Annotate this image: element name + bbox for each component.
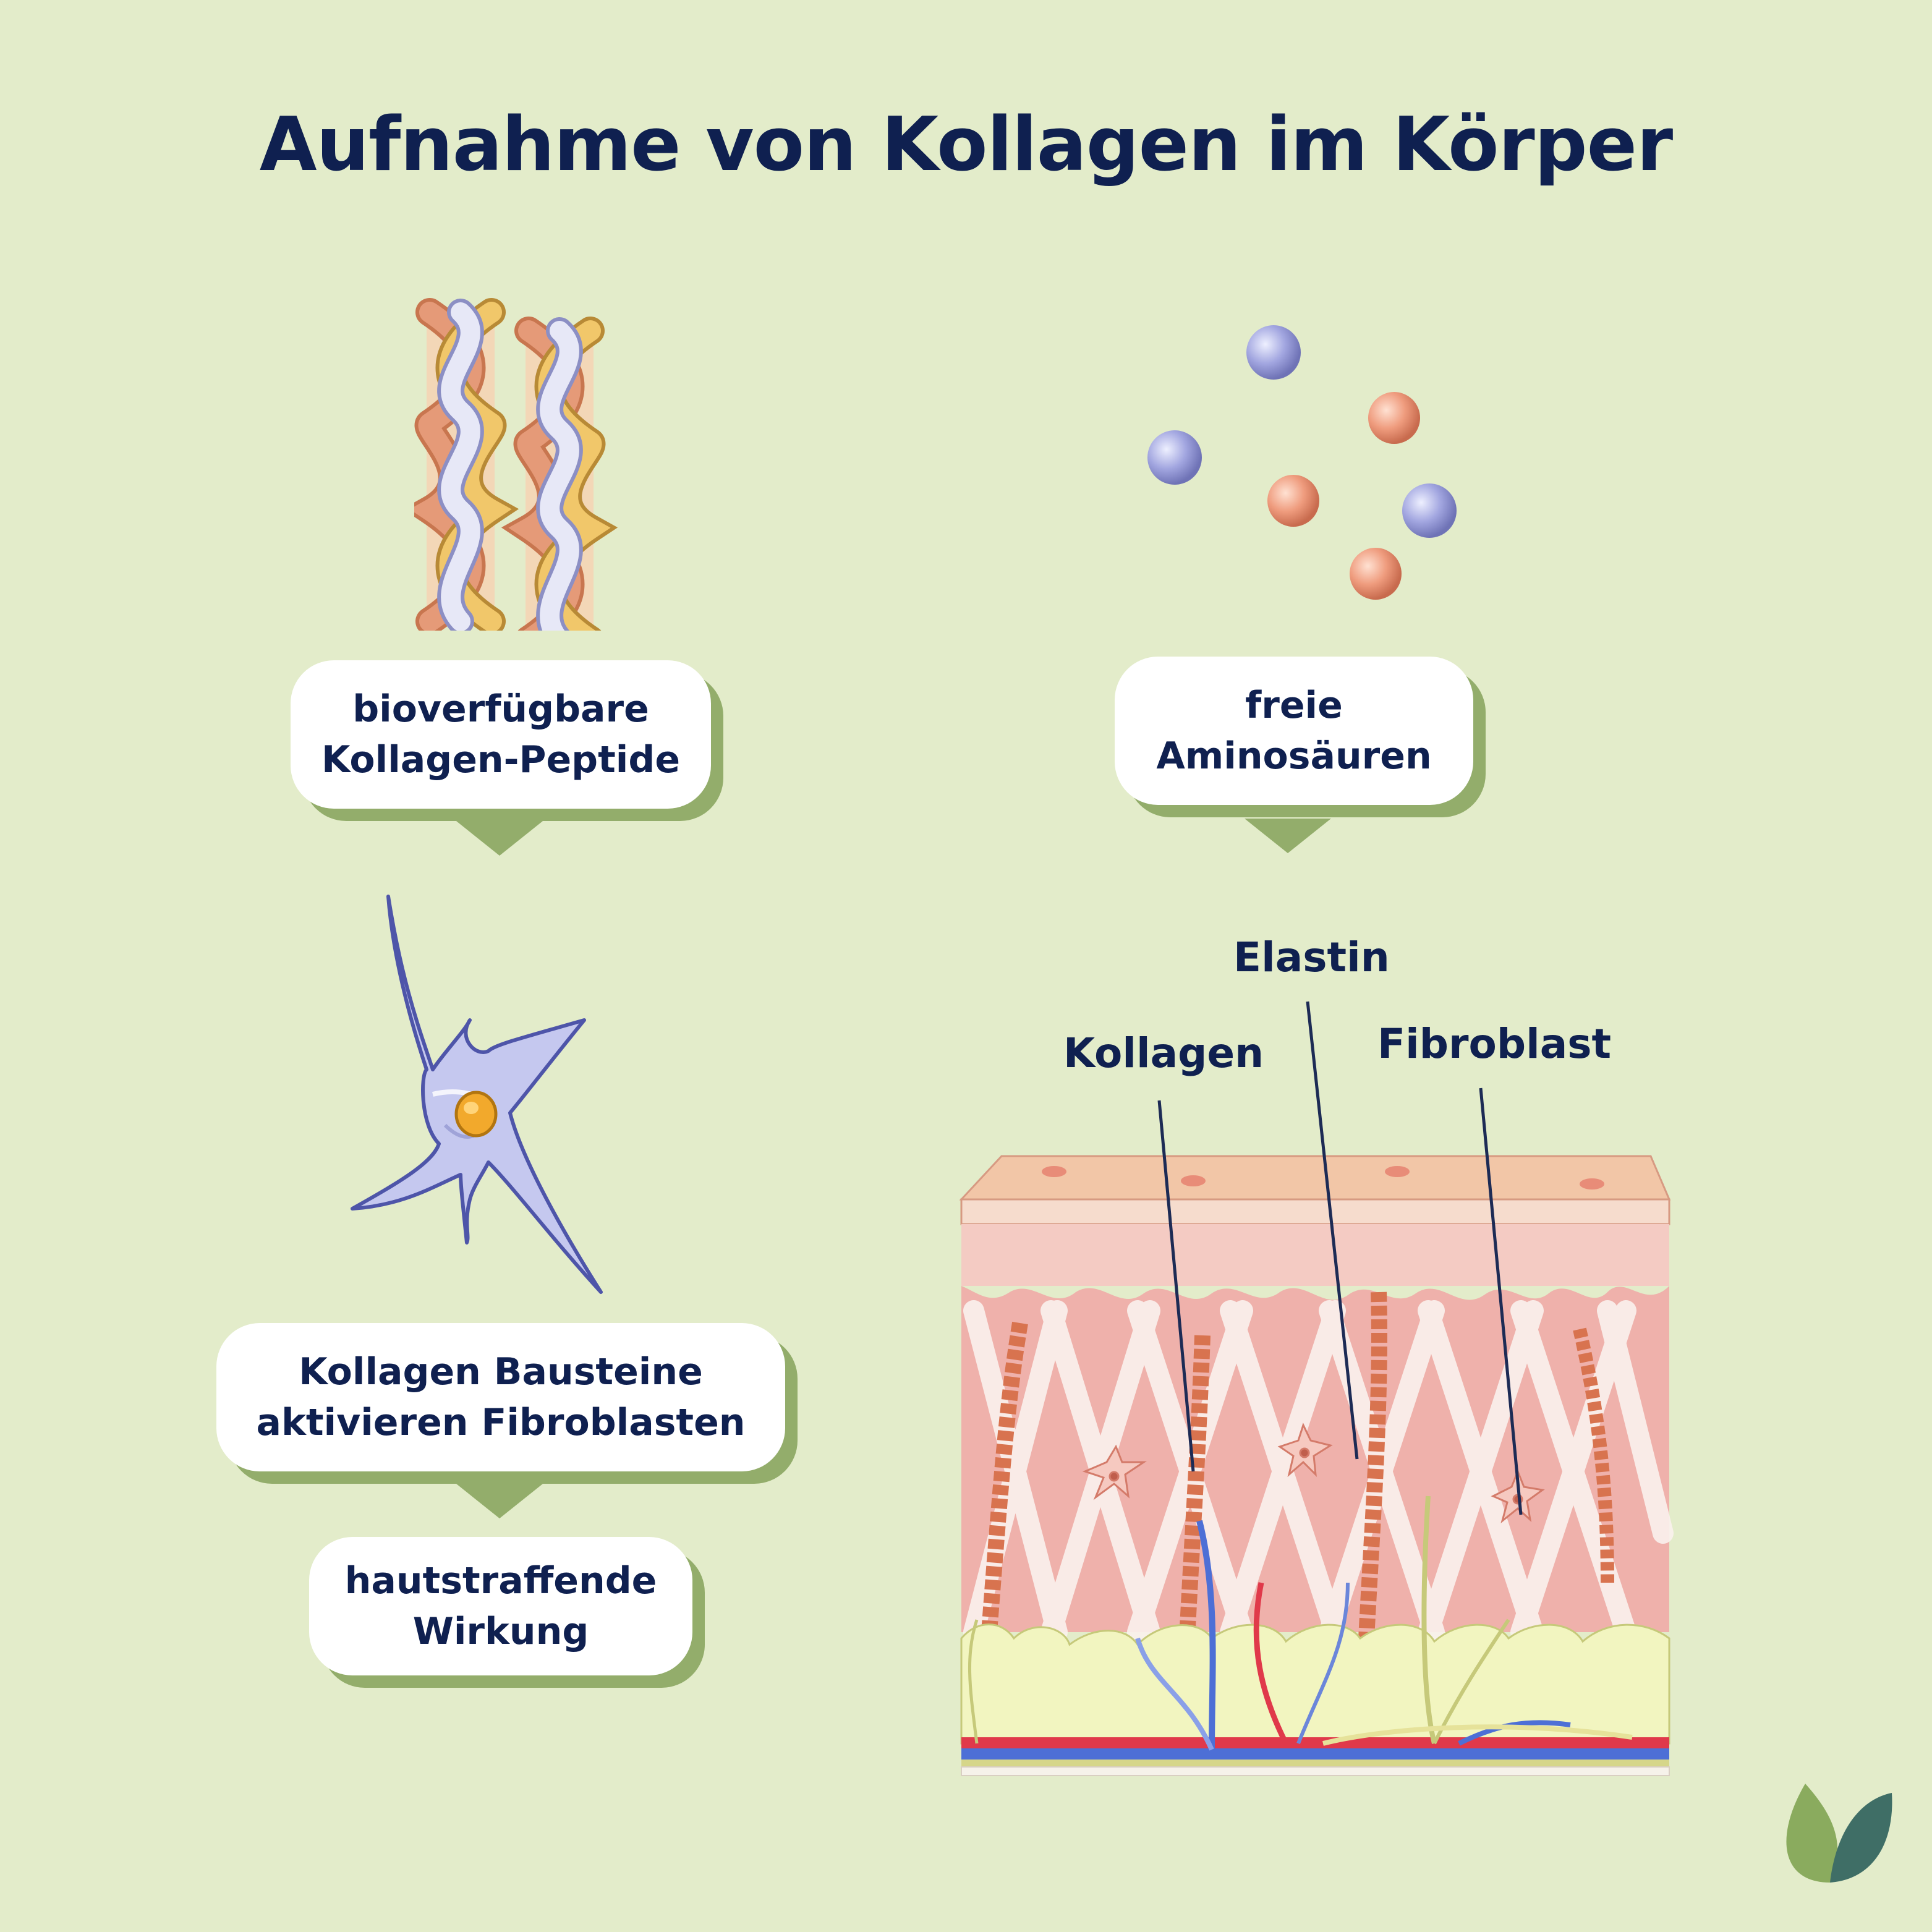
elastin-strand (981, 1321, 1028, 1633)
label-collagen: Kollagen (1063, 1029, 1264, 1077)
amino-sphere (1402, 483, 1457, 538)
amino-sphere (1368, 392, 1420, 444)
page-title: Aufnahme von Kollagen im Körper (259, 102, 1673, 188)
fibroblast-cell-illustration (351, 895, 603, 1294)
label-elastin: Elastin (1233, 934, 1390, 981)
leader-line-collagen (1157, 1100, 1195, 1472)
arrow-down (456, 1484, 543, 1518)
leader-line-elastin (1306, 1001, 1359, 1460)
bubble-peptides-line2: Kollagen-Peptide (321, 738, 681, 781)
amino-sphere (1246, 325, 1301, 380)
arrow-down (1245, 819, 1331, 853)
skin-cross-section (959, 1155, 1674, 1776)
leaf-logo (1786, 1784, 1892, 1883)
label-fibroblast: Fibroblast (1377, 1020, 1612, 1068)
epidermis (961, 1224, 1669, 1286)
bubble-effect-line2: Wirkung (412, 1610, 589, 1653)
vein (961, 1748, 1669, 1760)
elastin-strand (1358, 1292, 1387, 1639)
bubble-building-blocks: Kollagen Bausteine aktivieren Fibroblast… (216, 1323, 798, 1484)
bubble-peptides: bioverfügbare Kollagen-Peptide (291, 660, 723, 821)
amino-sphere (1350, 548, 1402, 600)
bubble-amino: freie Aminosäuren (1115, 657, 1486, 817)
amino-acid-spheres (1147, 325, 1457, 600)
elastin-fibres (981, 1292, 1614, 1639)
arrow-down (456, 821, 543, 856)
leader-line-fibroblast (1479, 1087, 1523, 1515)
bubble-effect: hautstraffende Wirkung (309, 1537, 705, 1688)
skin-base (961, 1766, 1670, 1776)
subcutaneous-fat (960, 1623, 1670, 1745)
bubble-building-blocks-line2: aktivieren Fibroblasten (256, 1401, 746, 1444)
bubble-amino-line2: Aminosäuren (1156, 734, 1432, 778)
bubble-peptides-line1: bioverfügbare (352, 687, 649, 731)
bubble-effect-line1: hautstraffende (344, 1559, 657, 1602)
amino-sphere (1147, 430, 1202, 485)
elastin-strand (1573, 1327, 1614, 1583)
cell-nucleus (454, 1091, 498, 1138)
amino-sphere (1267, 475, 1319, 527)
bubble-amino-line1: freie (1245, 684, 1343, 727)
artery (961, 1737, 1669, 1748)
elastin-strand (1179, 1335, 1211, 1639)
bubble-building-blocks-line1: Kollagen Bausteine (299, 1350, 703, 1394)
